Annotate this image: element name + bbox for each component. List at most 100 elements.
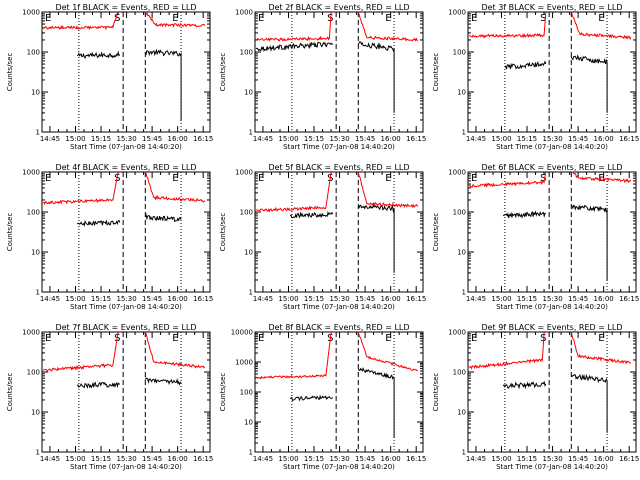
y-axis-label: Counts/sec (432, 373, 440, 412)
x-tick-label: 15:30 (542, 135, 562, 143)
x-tick-label: 15:30 (329, 455, 349, 463)
x-axis-label: Start Time (07-Jan-08 14:40:20) (283, 303, 395, 311)
x-tick-label: 15:15 (304, 295, 324, 303)
x-tick-label: 15:15 (91, 455, 111, 463)
x-tick-label: 14:45 (466, 135, 486, 143)
events-series-line (144, 377, 182, 386)
event-marker-label: E (385, 13, 391, 24)
x-tick-label: 15:15 (517, 455, 537, 463)
panel-title: Det 7f BLACK = Events, RED = LLD (55, 323, 196, 332)
y-tick-label: 100 (453, 49, 466, 57)
y-tick-label: 100 (240, 209, 253, 217)
x-tick-label: 15:30 (116, 135, 136, 143)
x-tick-label: 15:45 (568, 135, 588, 143)
detector-panel-1: Det 1f BLACK = Events, RED = LLD 1 10 100 10… (6, 3, 213, 151)
y-tick-label: 10000 (231, 329, 253, 337)
x-tick-label: 15:00 (65, 455, 85, 463)
x-tick-label: 14:45 (40, 295, 60, 303)
y-tick-label: 1000 (22, 9, 40, 17)
y-tick-label: 1 (36, 129, 40, 137)
y-axis-label: Counts/sec (6, 373, 14, 412)
events-series-line (76, 381, 120, 389)
lld-series-line (144, 171, 206, 203)
lld-series-line (357, 172, 419, 209)
y-tick-label: 1000 (22, 329, 40, 337)
events-series-line (289, 210, 334, 219)
event-marker-label: E (258, 333, 264, 344)
events-series-line (502, 380, 547, 390)
y-axis-label: Counts/sec (219, 213, 227, 252)
lld-series-line (468, 12, 547, 39)
x-tick-label: 15:15 (517, 135, 537, 143)
events-series-line (144, 48, 182, 120)
lld-series-line (42, 332, 119, 372)
x-tick-label: 15:45 (355, 455, 375, 463)
x-tick-label: 15:00 (278, 295, 298, 303)
y-tick-label: 10 (31, 409, 40, 417)
y-tick-label: 100 (240, 389, 253, 397)
y-axis-label: Counts/sec (219, 373, 227, 412)
events-series-line (76, 50, 121, 59)
x-tick-label: 15:00 (278, 135, 298, 143)
plot-frame (467, 331, 637, 453)
events-series-line (255, 41, 334, 53)
x-axis-label: Start Time (07-Jan-08 14:40:20) (283, 143, 395, 151)
panel-title: Det 4f BLACK = Events, RED = LLD (55, 163, 196, 172)
y-tick-label: 10 (457, 89, 466, 97)
x-tick-label: 15:30 (329, 135, 349, 143)
x-axis-label: Start Time (07-Jan-08 14:40:20) (283, 463, 395, 471)
x-tick-label: 16:15 (193, 295, 213, 303)
x-axis-label: Start Time (07-Jan-08 14:40:20) (496, 463, 608, 471)
x-tick-label: 15:15 (517, 295, 537, 303)
y-tick-label: 1 (36, 449, 40, 457)
events-series-line (76, 219, 121, 227)
plot-frame (41, 331, 211, 453)
x-tick-label: 15:00 (491, 455, 511, 463)
events-series-line (504, 60, 547, 70)
x-tick-label: 15:00 (65, 135, 85, 143)
y-tick-label: 1000 (448, 9, 466, 17)
x-axis-label: Start Time (07-Jan-08 14:40:20) (496, 303, 608, 311)
lld-series-line (255, 172, 332, 213)
lld-series-line (570, 332, 632, 365)
plot-frame (467, 11, 637, 133)
event-marker-label: S (114, 13, 120, 24)
y-tick-label: 1 (36, 289, 40, 297)
panel-title: Det 3f BLACK = Events, RED = LLD (481, 3, 622, 12)
y-tick-label: 10 (457, 249, 466, 257)
panel-title: Det 5f BLACK = Events, RED = LLD (268, 163, 409, 172)
y-axis-label: Counts/sec (6, 53, 14, 92)
plot-frame (41, 11, 211, 133)
events-series-line (570, 373, 608, 433)
x-tick-label: 16:15 (406, 455, 426, 463)
y-axis-label: Counts/sec (432, 53, 440, 92)
lld-series-line (468, 172, 547, 188)
panel-title: Det 8f BLACK = Events, RED = LLD (268, 323, 409, 332)
x-tick-label: 15:45 (355, 295, 375, 303)
x-tick-label: 15:00 (65, 295, 85, 303)
x-tick-label: 15:30 (329, 295, 349, 303)
lld-series-line (255, 12, 332, 42)
event-marker-label: S (540, 13, 546, 24)
y-tick-label: 1000 (235, 359, 253, 367)
y-tick-label: 10 (244, 89, 253, 97)
y-tick-label: 100 (27, 369, 40, 377)
x-tick-label: 14:45 (40, 135, 60, 143)
lld-series-line (144, 332, 206, 369)
x-axis-label: Start Time (07-Jan-08 14:40:20) (496, 143, 608, 151)
event-marker-label: E (385, 333, 391, 344)
lld-series-line (42, 172, 119, 206)
x-tick-label: 15:30 (542, 295, 562, 303)
events-series-line (357, 41, 395, 113)
events-series-line (144, 213, 182, 223)
y-tick-label: 1 (462, 129, 466, 137)
detector-panel-6: Det 6f BLACK = Events, RED = LLD 1 10 100 10… (432, 163, 639, 311)
x-tick-label: 16:15 (193, 455, 213, 463)
event-marker-label: E (172, 173, 178, 184)
x-tick-label: 16:15 (619, 135, 639, 143)
x-axis-label: Start Time (07-Jan-08 14:40:20) (70, 303, 182, 311)
x-axis-label: Start Time (07-Jan-08 14:40:20) (70, 143, 182, 151)
x-tick-label: 16:15 (619, 295, 639, 303)
y-tick-label: 1000 (448, 169, 466, 177)
